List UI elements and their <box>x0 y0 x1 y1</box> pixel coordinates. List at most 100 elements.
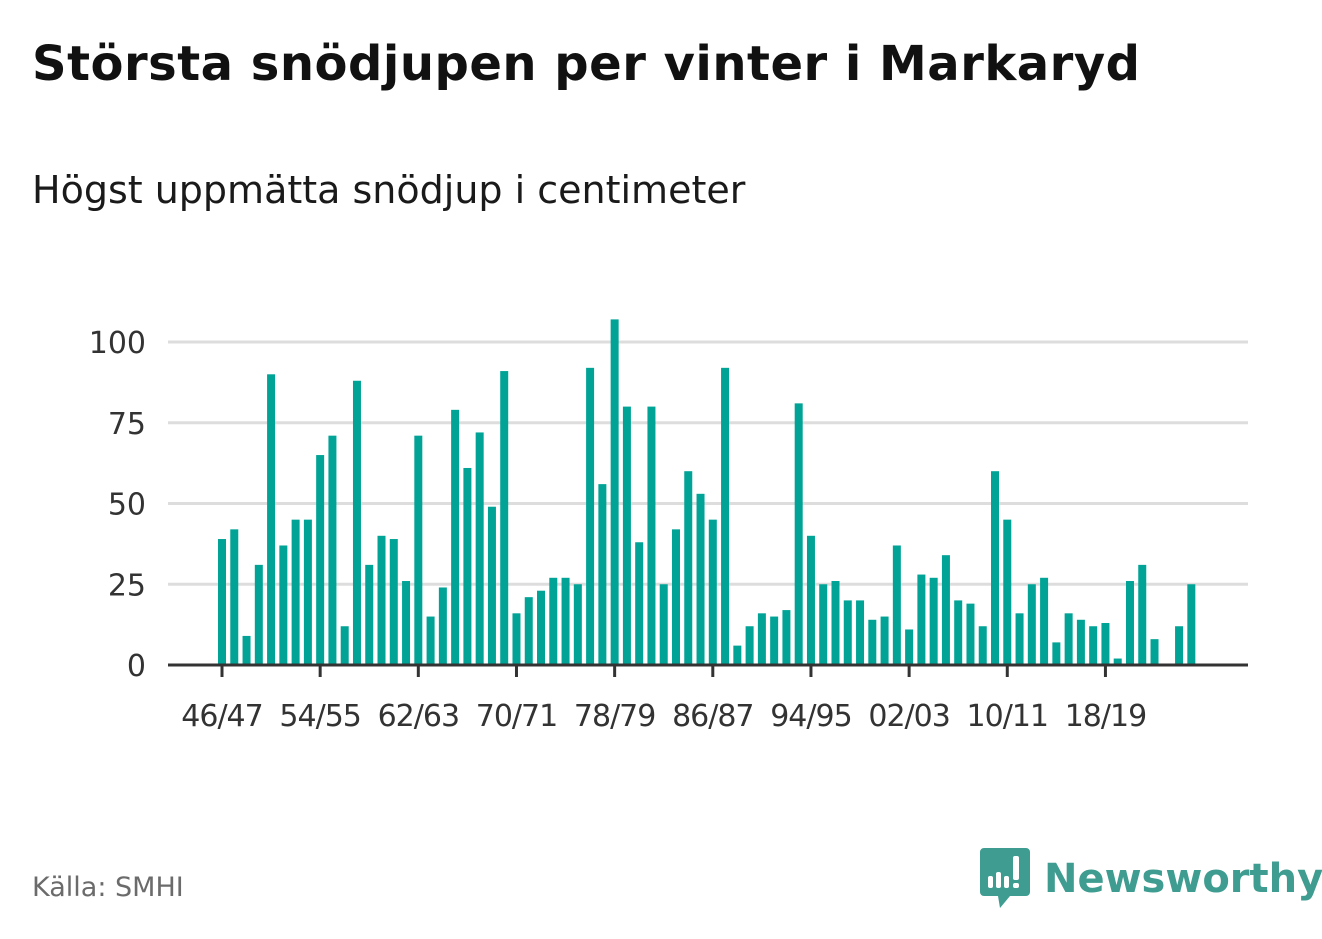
bar <box>929 577 938 665</box>
newsworthy-logo-icon <box>980 848 1030 908</box>
bar <box>1003 519 1012 665</box>
y-tick-label: 25 <box>108 568 146 603</box>
bar <box>892 545 901 665</box>
x-tick-label: 02/03 <box>868 699 949 734</box>
bar <box>1076 619 1085 665</box>
bar <box>352 380 361 665</box>
bar <box>291 519 300 665</box>
bar <box>721 367 730 665</box>
bar <box>1125 581 1134 665</box>
bar <box>487 506 496 665</box>
bar <box>856 600 865 665</box>
bar <box>426 616 435 665</box>
bar <box>622 406 631 665</box>
bar <box>708 519 717 665</box>
bar <box>1040 577 1049 665</box>
bar <box>1138 564 1147 665</box>
y-tick-label: 75 <box>108 407 146 442</box>
bar <box>267 374 276 665</box>
x-tick-label: 10/11 <box>967 699 1048 734</box>
x-tick-label: 54/55 <box>279 699 360 734</box>
bar <box>463 467 472 665</box>
bar <box>770 616 779 665</box>
bar <box>340 626 349 665</box>
bar <box>316 455 325 665</box>
bar <box>757 613 766 665</box>
source-note: Källa: SMHI <box>32 872 184 903</box>
bar <box>991 471 1000 665</box>
bar <box>966 603 975 665</box>
bar <box>954 600 963 665</box>
bar <box>254 564 263 665</box>
x-tick-label: 18/19 <box>1065 699 1146 734</box>
bar <box>1015 613 1024 665</box>
x-tick-label: 86/87 <box>672 699 753 734</box>
bar <box>279 545 288 665</box>
bar <box>500 371 509 665</box>
bar <box>1113 658 1122 665</box>
bar <box>917 574 926 665</box>
bar <box>1150 639 1159 665</box>
bar <box>230 529 239 665</box>
y-tick-label: 0 <box>127 649 146 684</box>
bar <box>1027 584 1036 665</box>
y-tick-label: 50 <box>108 488 146 523</box>
bar <box>389 539 398 665</box>
bar <box>806 535 815 665</box>
bar <box>598 484 607 665</box>
bar <box>1101 623 1110 665</box>
bar <box>537 590 546 665</box>
bar <box>1089 626 1098 665</box>
bar <box>586 367 595 665</box>
bar <box>475 432 484 665</box>
bar <box>218 539 226 665</box>
bar <box>831 581 840 665</box>
chart-title: Största snödjupen per vinter i Markaryd <box>32 36 1141 92</box>
bar <box>402 581 411 665</box>
x-tick-label: 46/47 <box>181 699 262 734</box>
bar <box>941 555 950 665</box>
x-tick-label: 62/63 <box>378 699 459 734</box>
bar <box>880 616 889 665</box>
bar <box>684 471 693 665</box>
bar <box>978 626 987 665</box>
x-tick-label: 78/79 <box>574 699 655 734</box>
bar <box>512 613 521 665</box>
bar <box>647 406 656 665</box>
bar <box>794 403 803 665</box>
bar <box>745 626 754 665</box>
bar <box>1064 613 1073 665</box>
x-tick-label: 94/95 <box>770 699 851 734</box>
bar <box>549 577 558 665</box>
bar <box>561 577 570 665</box>
bar <box>1175 626 1184 665</box>
bar <box>905 629 914 665</box>
x-tick-label: 70/71 <box>476 699 557 734</box>
bar <box>451 409 460 665</box>
bar <box>1052 642 1061 665</box>
bar <box>843 600 852 665</box>
bar <box>868 619 877 665</box>
bar <box>303 519 312 665</box>
newsworthy-logo: Newsworthy <box>980 848 1322 910</box>
bar <box>377 535 386 665</box>
bar <box>659 584 668 665</box>
bar <box>524 597 533 665</box>
bar <box>733 645 742 665</box>
bar <box>635 542 644 665</box>
logo-text: Newsworthy <box>1044 856 1322 902</box>
bar <box>782 610 791 665</box>
bar <box>1187 584 1196 665</box>
bar <box>242 635 251 665</box>
chart-subtitle: Högst uppmätta snödjup i centimeter <box>32 168 746 212</box>
bar <box>365 564 374 665</box>
bar <box>438 587 447 665</box>
bar <box>819 584 828 665</box>
bar <box>328 435 337 665</box>
y-tick-label: 100 <box>89 326 146 361</box>
bar <box>573 584 582 665</box>
bar <box>414 435 423 665</box>
bar <box>610 319 619 665</box>
bar <box>696 493 705 665</box>
bar <box>671 529 680 665</box>
